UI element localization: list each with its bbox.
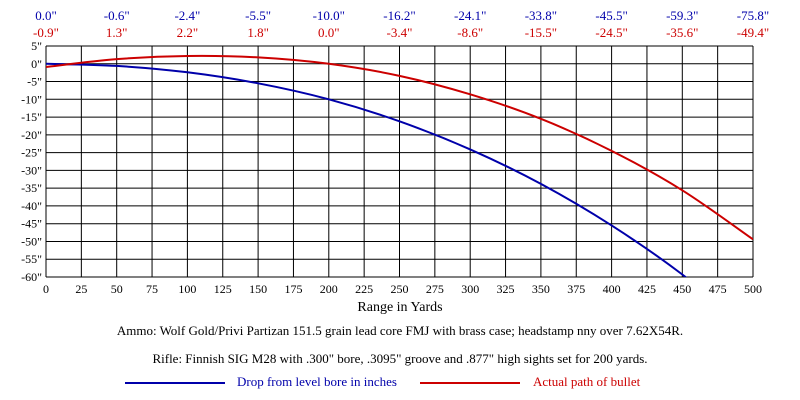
top-label-drop: -16.2" (383, 8, 415, 23)
y-tick-label: -5" (27, 75, 42, 89)
top-label-drop: -45.5" (595, 8, 627, 23)
rifle-caption: Rifle: Finnish SIG M28 with .300" bore, … (152, 351, 648, 366)
y-tick-label: -50" (21, 234, 42, 248)
x-tick-label: 425 (638, 282, 656, 296)
top-label-path: 1.3" (106, 25, 128, 40)
legend-swatch-drop (125, 382, 225, 384)
x-tick-label: 100 (178, 282, 196, 296)
ammo-caption: Ammo: Wolf Gold/Privi Partizan 151.5 gra… (116, 323, 684, 338)
x-tick-label: 175 (284, 282, 302, 296)
top-label-path: 2.2" (177, 25, 199, 40)
y-tick-label: -35" (21, 181, 42, 195)
y-tick-label: 0" (31, 57, 42, 71)
top-label-drop: -0.6" (104, 8, 130, 23)
x-tick-label: 125 (214, 282, 232, 296)
x-tick-label: 450 (673, 282, 691, 296)
legend-swatch-path (420, 382, 520, 384)
top-label-drop: -24.1" (454, 8, 486, 23)
x-tick-label: 500 (744, 282, 762, 296)
legend-label-path: Actual path of bullet (533, 374, 641, 389)
y-tick-label: -20" (21, 128, 42, 142)
top-label-path: -49.4" (737, 25, 769, 40)
x-tick-label: 350 (532, 282, 550, 296)
top-label-drop: -59.3" (666, 8, 698, 23)
series-line-path (46, 54, 753, 241)
top-label-path: -3.4" (387, 25, 413, 40)
top-label-drop: -5.5" (245, 8, 271, 23)
top-label-path: -0.9" (33, 25, 59, 40)
y-tick-label: -45" (21, 217, 42, 231)
y-tick-label: -25" (21, 146, 42, 160)
top-label-path: 1.8" (247, 25, 269, 40)
top-label-path: -15.5" (525, 25, 557, 40)
top-label-path: -8.6" (457, 25, 483, 40)
y-tick-label: -60" (21, 270, 42, 284)
y-axis-ticks: 5" 0" -5" -10" -15" -20" -25" -30" -35" -40" -45" -… (21, 39, 42, 284)
x-tick-label: 475 (709, 282, 727, 296)
x-tick-label: 50 (111, 282, 123, 296)
x-tick-label: 400 (603, 282, 621, 296)
x-tick-label: 275 (426, 282, 444, 296)
x-tick-label: 250 (391, 282, 409, 296)
top-label-drop: 0.0" (35, 8, 57, 23)
y-tick-label: -15" (21, 110, 42, 124)
legend-label-drop: Drop from level bore in inches (237, 374, 397, 389)
x-tick-label: 300 (461, 282, 479, 296)
x-tick-label: 200 (320, 282, 338, 296)
y-tick-label: -40" (21, 199, 42, 213)
x-tick-label: 0 (43, 282, 49, 296)
top-label-drop: -10.0" (313, 8, 345, 23)
x-tick-label: 75 (146, 282, 158, 296)
top-label-drop: -75.8" (737, 8, 769, 23)
x-tick-label: 25 (75, 282, 87, 296)
x-axis-label: Range in Yards (357, 300, 442, 315)
top-label-drop: -2.4" (174, 8, 200, 23)
top-label-path: -35.6" (666, 25, 698, 40)
series-line-drop (46, 62, 688, 277)
x-tick-label: 375 (567, 282, 585, 296)
grid (45, 45, 754, 278)
y-tick-label: 5" (31, 39, 42, 53)
x-axis-ticks: 0 25 50 75 100 125 150 175 200 225 250 275 300 325 350… (43, 282, 762, 296)
x-tick-label: 325 (497, 282, 515, 296)
x-tick-label: 225 (355, 282, 373, 296)
y-tick-label: -10" (21, 92, 42, 106)
series-lines (46, 54, 753, 277)
top-label-drop: -33.8" (525, 8, 557, 23)
top-label-path: 0.0" (318, 25, 340, 40)
x-tick-label: 150 (249, 282, 267, 296)
y-tick-label: -30" (21, 163, 42, 177)
top-value-labels: 0.0" -0.9" -0.6" 1.3" -2.4" 2.2" -5.5" 1.8" -10.… (33, 8, 769, 40)
y-tick-label: -55" (21, 252, 42, 266)
top-label-path: -24.5" (595, 25, 627, 40)
